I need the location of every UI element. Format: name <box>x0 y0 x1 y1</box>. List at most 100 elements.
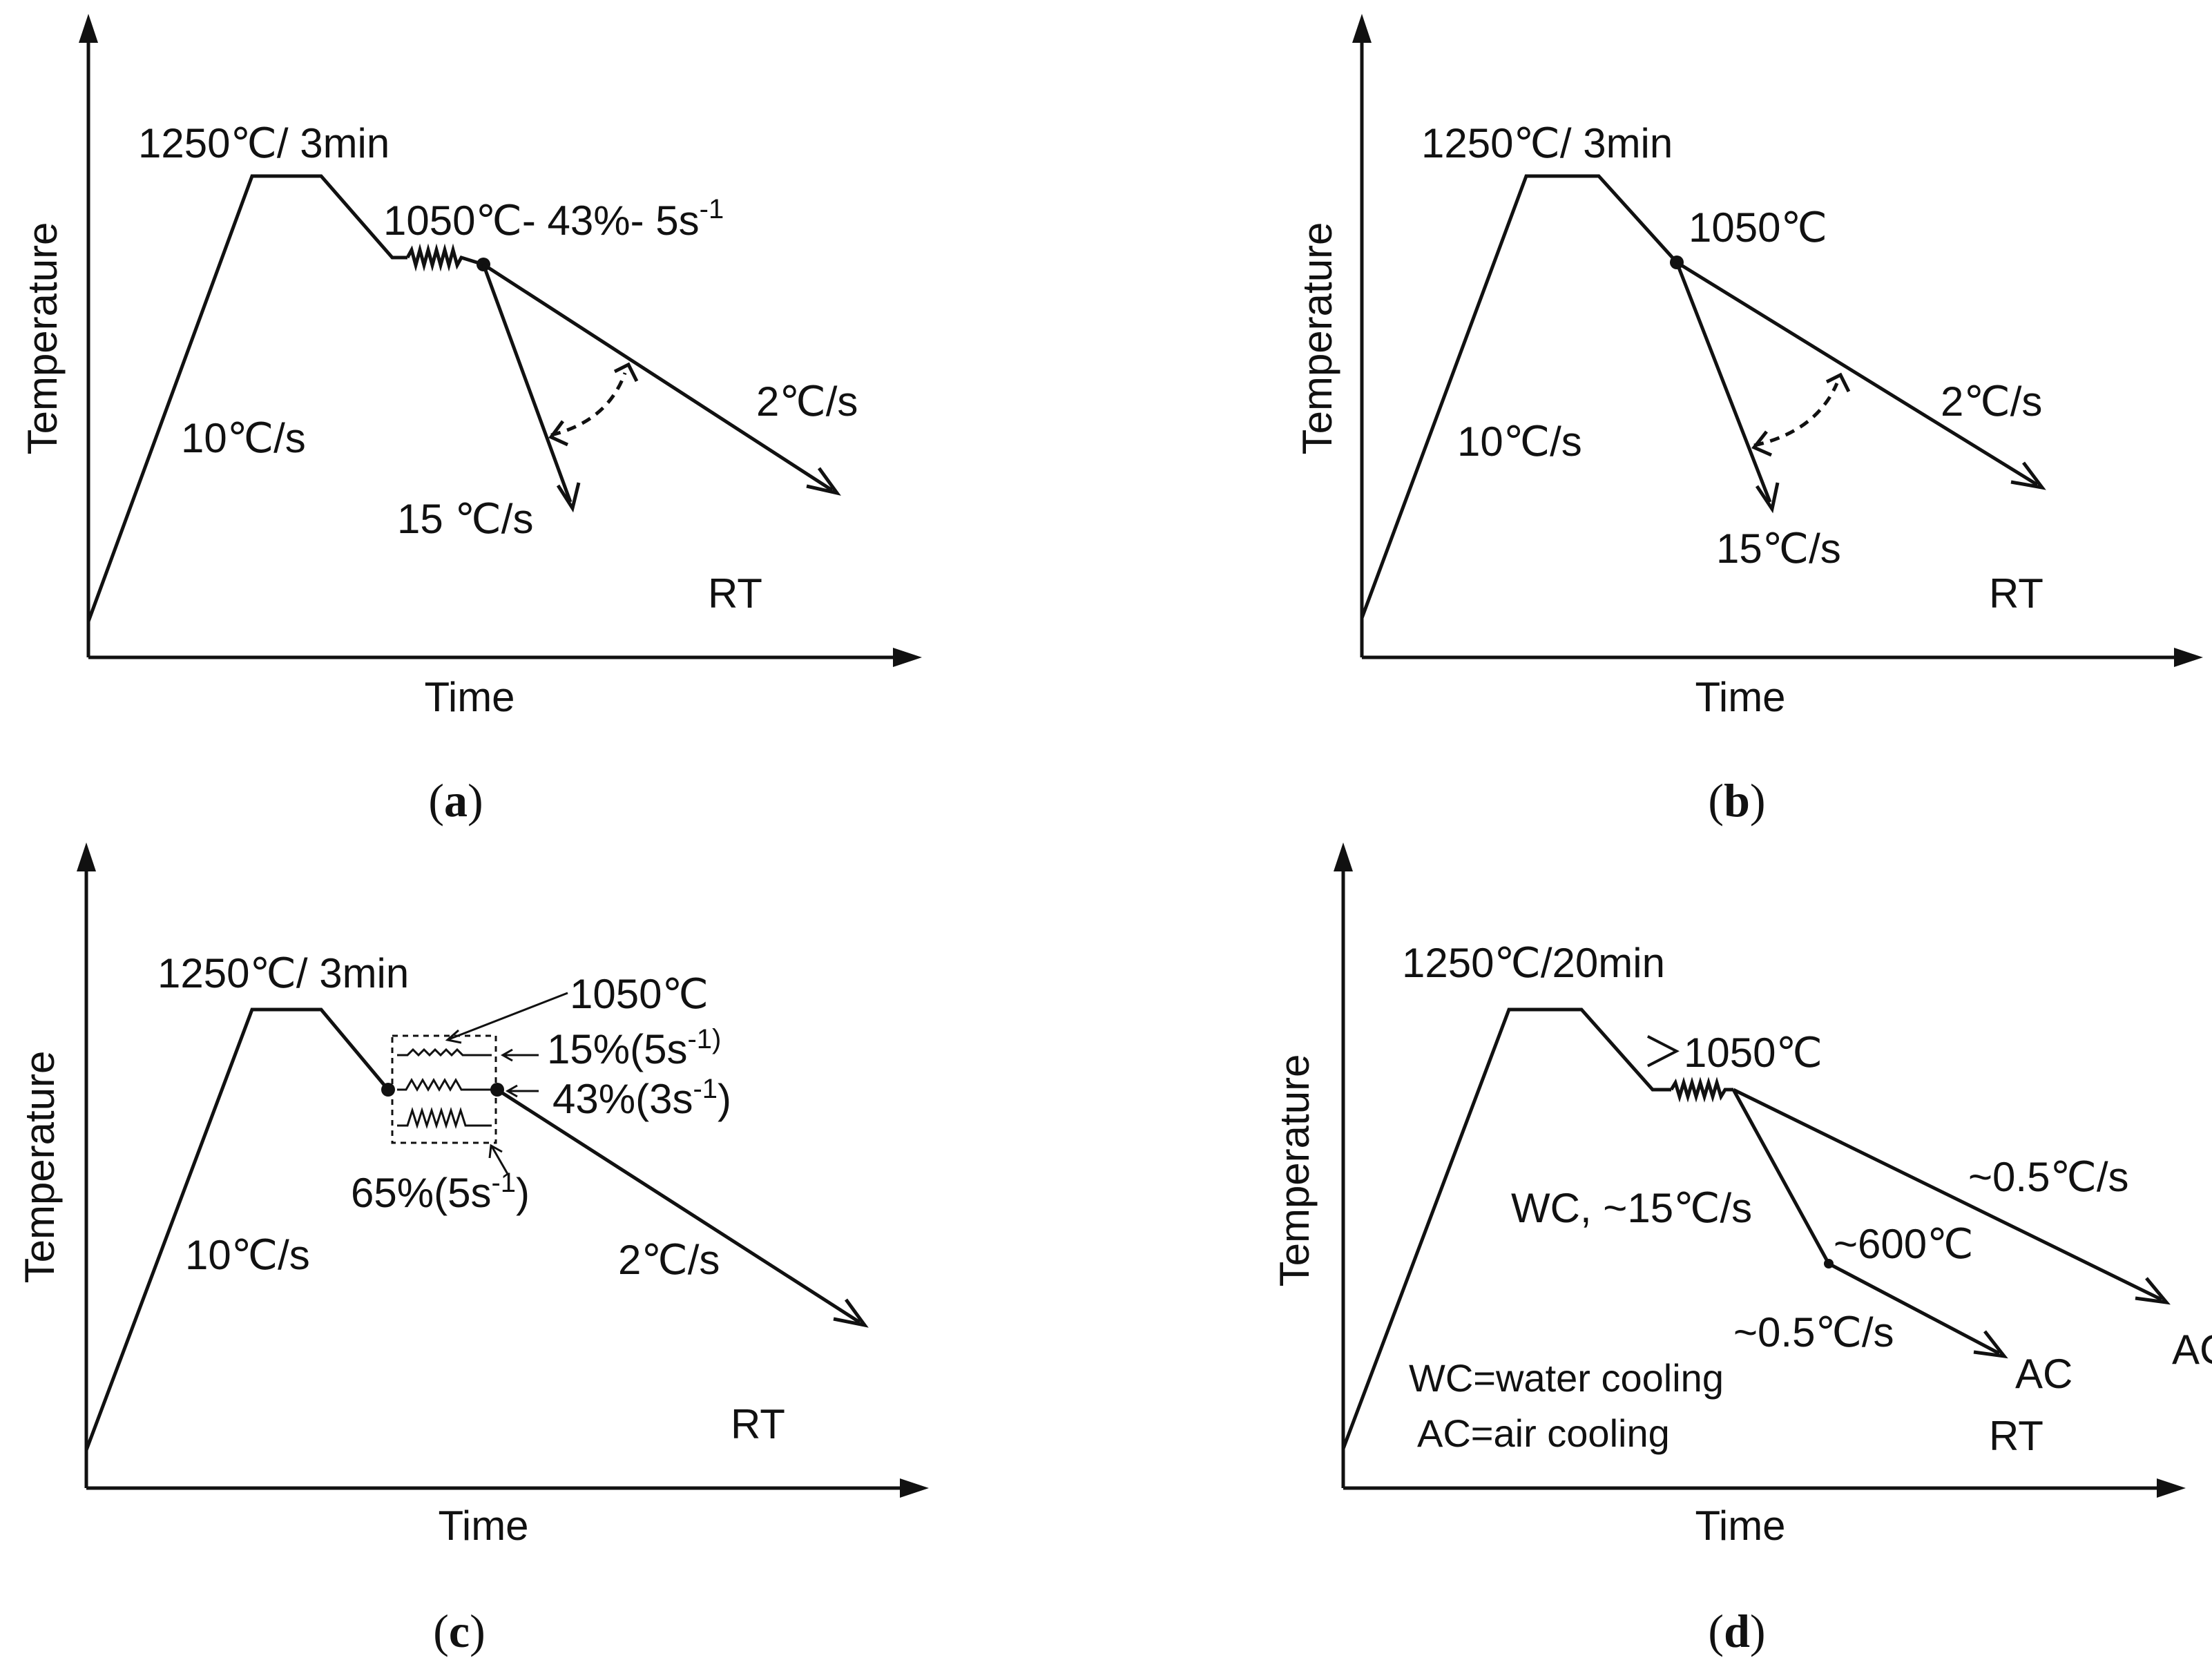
panel-b-axes <box>1352 14 2203 667</box>
panel-a-rate-range-arc <box>550 372 627 437</box>
panel-c-zigzag-15 <box>397 1048 492 1057</box>
panel-b-slow-rate: 2℃/s <box>1941 378 2042 425</box>
panel-a-x-label: Time <box>424 674 514 720</box>
panel-c-strain-65-sup: -1 <box>491 1168 516 1198</box>
panel-a-thermal-path <box>86 174 407 622</box>
panel-d-deformation-label: ＞1050℃ <box>1642 1030 1823 1076</box>
panel-d-y-label: Temperature <box>1271 1054 1318 1287</box>
panel-b-arc-arrowhead-right <box>1825 372 1851 393</box>
panel-d-air-cooling-line <box>1732 1088 2163 1302</box>
panel-b-caption-letter: b <box>1724 774 1750 827</box>
panel-d-thermal-path <box>1341 1007 1671 1449</box>
panel-d-ac-upper: AC <box>2172 1326 2212 1373</box>
panel-a-rt: RT <box>708 570 762 617</box>
panel-a-y-label: Temperature <box>19 222 66 455</box>
panel-c-strain-43-sup: -1 <box>693 1074 718 1104</box>
panel-d-rt: RT <box>1989 1413 2043 1459</box>
panel-c-caption-letter: c <box>449 1605 470 1657</box>
panel-a-caption: (a) <box>428 774 483 827</box>
panel-a-fast-cooling-line <box>481 264 573 503</box>
panel-c-caption: (c) <box>433 1605 485 1657</box>
panel-b-slow-cooling-line <box>1675 260 2039 487</box>
panel-a-deformation-sup: -1 <box>700 194 724 224</box>
panel-a-slow-cooling-line <box>482 262 834 492</box>
panel-c-strain-65: 65%(5s-1) <box>351 1168 530 1216</box>
panel-c-zigzag-43 <box>397 1077 497 1092</box>
panel-d-air-cooling-arrowhead <box>2135 1277 2171 1305</box>
panel-d-hold-label: 1250℃/20min <box>1402 940 1665 986</box>
panel-b-heating-rate: 10℃/s <box>1457 418 1582 465</box>
panel-d-x-label: Time <box>1695 1503 1785 1549</box>
panel-d-slow-rate-lower: ~0.5℃/s <box>1733 1309 1894 1356</box>
panel-c-x-label: Time <box>438 1503 528 1549</box>
panel-a: Temperature Time 1250℃/ 3min 1050℃- 43%-… <box>19 14 922 827</box>
panel-d-caption-letter: d <box>1724 1605 1750 1657</box>
panel-a-fast-cooling-arrowhead <box>556 482 581 513</box>
panel-b-fast-cooling-line <box>1675 262 1772 503</box>
panel-d-wc-rate: WC, ~15℃/s <box>1511 1185 1752 1231</box>
panel-c-axes <box>77 842 929 1498</box>
panel-a-deformation-zigzag <box>405 243 484 272</box>
panel-c-heating-rate: 10℃/s <box>185 1232 310 1278</box>
panel-c-strain-43-close: ) <box>718 1076 731 1122</box>
panel-c-slow-rate: 2℃/s <box>618 1237 720 1283</box>
panel-c-strain-43: 43%(3s-1) <box>552 1074 731 1122</box>
panel-c-65-pointer <box>490 1146 509 1175</box>
panel-c-strain-65-text: 65%(5s <box>351 1170 491 1216</box>
panel-b-slow-cooling-arrowhead <box>2010 461 2046 490</box>
panel-b-y-label: Temperature <box>1294 222 1340 455</box>
panel-d-wc-definition: WC=water cooling <box>1409 1356 1724 1400</box>
panel-b: Temperature Time 1250℃/ 3min 1050℃ 10℃/s… <box>1294 14 2203 827</box>
panel-c-strain-65-close: ) <box>516 1170 530 1216</box>
panel-c-temp-label: 1050℃ <box>570 971 709 1017</box>
panel-a-slow-rate: 2℃/s <box>756 378 858 425</box>
panel-c-x-arrowhead <box>900 1478 929 1498</box>
panel-b-arc-arrowhead-left <box>1751 430 1773 457</box>
panel-c-strain-15: 15%(5s-1) <box>547 1024 721 1072</box>
panel-d: Temperature Time 1250℃/20min ＞1050℃ WC, … <box>1271 842 2212 1657</box>
panel-c-temp-pointer-head <box>445 1029 462 1044</box>
panel-c-hold-label: 1250℃/ 3min <box>157 950 409 996</box>
panel-c-zigzag-65 <box>397 1107 492 1129</box>
panel-a-slow-cooling-arrowhead <box>806 467 841 496</box>
panel-d-caption: (d) <box>1708 1605 1765 1657</box>
panel-d-y-arrowhead <box>1334 842 1353 871</box>
panel-d-second-air-cooling-line <box>1827 1262 2001 1356</box>
panel-a-heating-rate: 10℃/s <box>181 415 306 461</box>
panel-d-axes <box>1334 842 2186 1498</box>
panel-a-axes <box>79 14 922 667</box>
panel-c-thermal-path <box>84 1007 389 1451</box>
panel-a-deformation-label: 1050℃- 43%- 5s-1 <box>383 194 724 244</box>
panel-c-temp-pointer <box>448 992 568 1041</box>
panel-c-y-label: Temperature <box>17 1051 63 1284</box>
panel-c-rt: RT <box>731 1401 785 1447</box>
panel-b-x-label: Time <box>1695 674 1785 720</box>
panel-b-thermal-path <box>1360 174 1678 619</box>
panel-a-x-arrowhead <box>893 648 922 667</box>
panel-c-strain-43-text: 43%(3s <box>552 1076 693 1122</box>
panel-d-ac-definition: AC=air cooling <box>1417 1411 1670 1455</box>
panel-d-second-air-cooling-arrowhead <box>1973 1330 2008 1359</box>
panel-a-hold-label: 1250℃/ 3min <box>138 120 389 166</box>
panel-a-deformation-text: 1050℃- 43%- 5s <box>383 197 700 244</box>
panel-b-hold-label: 1250℃/ 3min <box>1421 120 1673 166</box>
panel-d-x-arrowhead <box>2157 1478 2186 1498</box>
panel-b-x-arrowhead <box>2174 648 2203 667</box>
panel-b-temp-label: 1050℃ <box>1689 204 1827 251</box>
panel-a-arc-arrowhead-left <box>548 420 569 447</box>
panel-a-y-arrowhead <box>79 14 98 43</box>
panel-c-strain-15-text: 15%(5s <box>547 1026 687 1072</box>
panel-b-y-arrowhead <box>1352 14 1372 43</box>
panel-b-rate-range-arc <box>1753 383 1839 447</box>
panel-a-arc-arrowhead-right <box>613 362 639 383</box>
panel-c-15-pointer-head <box>500 1048 513 1062</box>
panel-d-600-label: ~600℃ <box>1834 1221 1974 1267</box>
panel-c-y-arrowhead <box>77 842 96 871</box>
panel-d-slow-rate-upper: ~0.5℃/s <box>1968 1154 2129 1200</box>
panel-b-caption: (b) <box>1708 774 1765 827</box>
panel-a-fast-rate: 15 ℃/s <box>397 496 533 542</box>
panel-c-43-pointer-head <box>505 1084 518 1098</box>
panel-a-caption-letter: a <box>444 774 468 827</box>
panel-d-water-cooling-line <box>1731 1088 1831 1265</box>
